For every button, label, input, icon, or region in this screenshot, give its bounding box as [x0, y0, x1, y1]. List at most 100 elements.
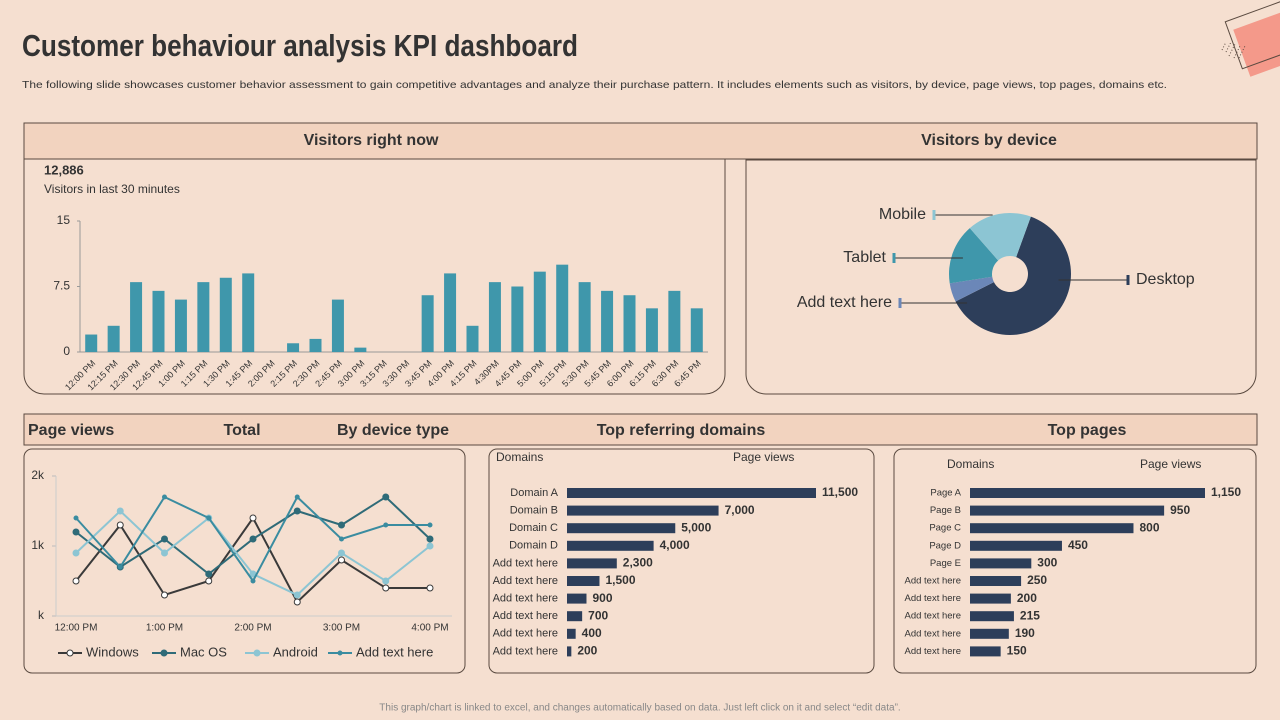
panel: [488, 448, 875, 674]
point: [339, 536, 344, 542]
legend-label: Mac OS: [180, 644, 227, 659]
panel: [23, 448, 466, 674]
bar: [578, 282, 591, 352]
category-label: Add text here: [493, 645, 558, 657]
panel-title: Page views: [28, 422, 114, 439]
point: [294, 494, 300, 500]
category-label: Page E: [930, 558, 961, 569]
value-label: 900: [592, 591, 612, 605]
value-label: 5,000: [681, 520, 711, 534]
bar: [567, 611, 583, 622]
bar: [331, 299, 344, 352]
value-label: 215: [1020, 608, 1040, 622]
bar: [645, 308, 658, 352]
bar: [85, 334, 98, 352]
bar: [466, 325, 479, 352]
point: [250, 578, 256, 584]
y-tick-label: 1k: [31, 538, 45, 552]
bar: [174, 299, 187, 352]
category-label: Add text here: [493, 610, 558, 622]
point: [293, 507, 301, 515]
y-tick-label: 0: [63, 344, 70, 358]
point: [205, 570, 213, 578]
point: [205, 577, 213, 585]
category-label: Page D: [929, 540, 961, 551]
value-label: 950: [1170, 503, 1190, 517]
x-tick-label: 1:00 PM: [146, 623, 183, 634]
category-label: Add text here: [493, 575, 558, 587]
bar: [556, 264, 569, 352]
bar: [219, 277, 232, 352]
bar: [152, 290, 165, 352]
corner-outline: [1224, 0, 1280, 70]
bar: [668, 290, 681, 352]
legend-label: Add text here: [356, 644, 433, 659]
bar: [970, 505, 1165, 516]
point: [72, 549, 80, 557]
value-label: 400: [582, 626, 602, 640]
panel-title: Visitors by device: [921, 132, 1057, 149]
bar: [421, 295, 434, 352]
bar: [488, 282, 501, 352]
x-tick-label: 2:00 PM: [234, 623, 271, 634]
point: [206, 515, 212, 521]
y-tick-label: k: [38, 608, 45, 622]
bar: [567, 558, 617, 569]
value-label: 450: [1068, 538, 1088, 552]
point: [249, 514, 257, 522]
point: [161, 535, 168, 543]
point: [338, 549, 345, 557]
point: [427, 522, 433, 528]
category-label: Add text here: [493, 593, 558, 605]
column-header: Page views: [733, 450, 794, 464]
bar: [130, 282, 143, 352]
point: [66, 649, 74, 657]
corner-dots: [1221, 41, 1246, 59]
bar: [567, 488, 816, 498]
pie-slice: [955, 216, 1071, 335]
footer-note: This graph/chart is linked to excel, and…: [379, 703, 900, 714]
point: [293, 598, 301, 606]
bar: [970, 611, 1014, 622]
value-label: 200: [577, 644, 597, 658]
value-label: 1,150: [1211, 485, 1241, 499]
category-label: Page A: [930, 488, 961, 499]
point: [116, 507, 124, 515]
category-label: Page C: [929, 523, 961, 534]
point: [72, 577, 80, 585]
pie-slice: [949, 228, 999, 284]
point: [338, 521, 345, 529]
bar: [601, 290, 614, 352]
pie-slice: [949, 276, 994, 302]
point: [383, 522, 389, 528]
panel-title: Visitors right now: [304, 132, 439, 149]
pie-slice: [969, 213, 1031, 261]
bar: [533, 271, 546, 352]
bar: [970, 628, 1009, 639]
leader-marker: [892, 253, 896, 263]
corner-block: [1233, 9, 1280, 77]
slice-label: Desktop: [1136, 271, 1195, 288]
point: [382, 493, 390, 501]
bar: [970, 646, 1001, 657]
point: [426, 584, 434, 592]
bar: [107, 325, 120, 352]
point: [117, 564, 123, 570]
slice-label: Tablet: [843, 249, 886, 266]
value-label: 2,300: [623, 556, 653, 570]
bar: [690, 308, 703, 352]
bar: [970, 593, 1011, 604]
value-label: 11,500: [822, 485, 858, 499]
bar: [567, 540, 654, 551]
point: [161, 591, 168, 599]
panel-title: Top referring domains: [597, 422, 766, 439]
y-tick-label: 7.5: [53, 279, 70, 293]
stat-label: Visitors in last 30 minutes: [44, 182, 180, 196]
bar: [970, 576, 1022, 586]
leader-marker: [932, 210, 936, 220]
point: [426, 535, 434, 543]
bar: [567, 523, 676, 534]
value-label: 200: [1017, 591, 1037, 605]
